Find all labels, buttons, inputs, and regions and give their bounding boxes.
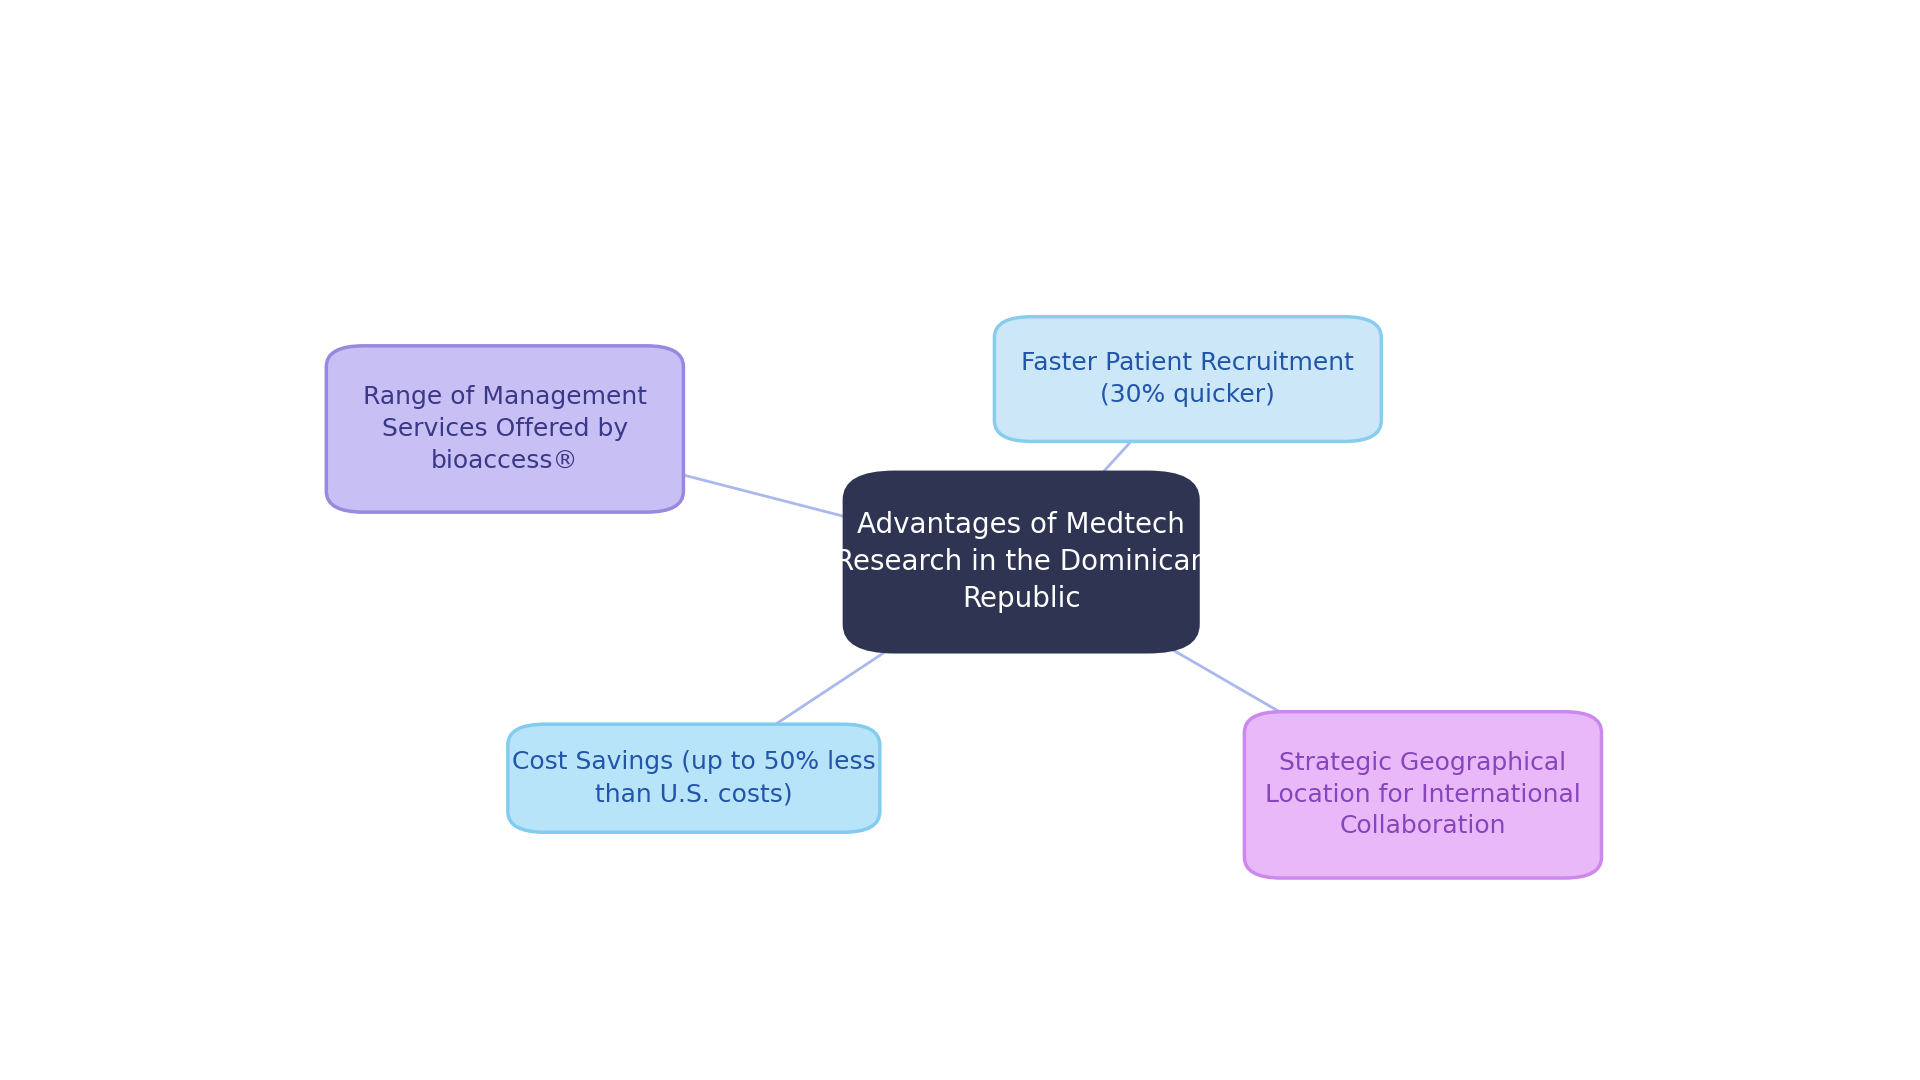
FancyBboxPatch shape	[843, 471, 1200, 653]
FancyBboxPatch shape	[995, 316, 1380, 442]
Text: Advantages of Medtech
Research in the Dominican
Republic: Advantages of Medtech Research in the Do…	[835, 511, 1208, 612]
Text: Strategic Geographical
Location for International
Collaboration: Strategic Geographical Location for Inte…	[1265, 752, 1580, 838]
Text: Faster Patient Recruitment
(30% quicker): Faster Patient Recruitment (30% quicker)	[1021, 351, 1354, 407]
Text: Cost Savings (up to 50% less
than U.S. costs): Cost Savings (up to 50% less than U.S. c…	[513, 751, 876, 806]
FancyBboxPatch shape	[507, 725, 879, 833]
FancyBboxPatch shape	[326, 346, 684, 512]
FancyBboxPatch shape	[1244, 712, 1601, 878]
Text: Range of Management
Services Offered by
bioaccess®: Range of Management Services Offered by …	[363, 386, 647, 473]
